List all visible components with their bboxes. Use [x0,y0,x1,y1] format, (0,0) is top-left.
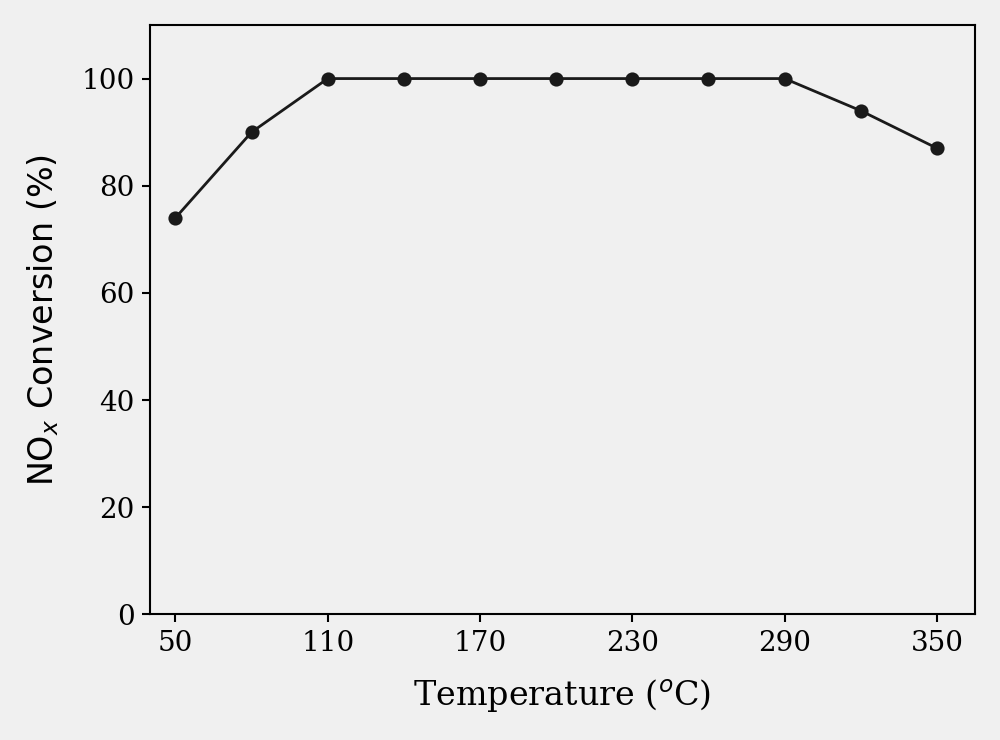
X-axis label: Temperature ($^{o}$C): Temperature ($^{o}$C) [413,677,712,715]
Y-axis label: $\mathrm{NO}_{x}\ \mathrm{Conversion\ (\%)}$: $\mathrm{NO}_{x}\ \mathrm{Conversion\ (\… [25,154,61,485]
